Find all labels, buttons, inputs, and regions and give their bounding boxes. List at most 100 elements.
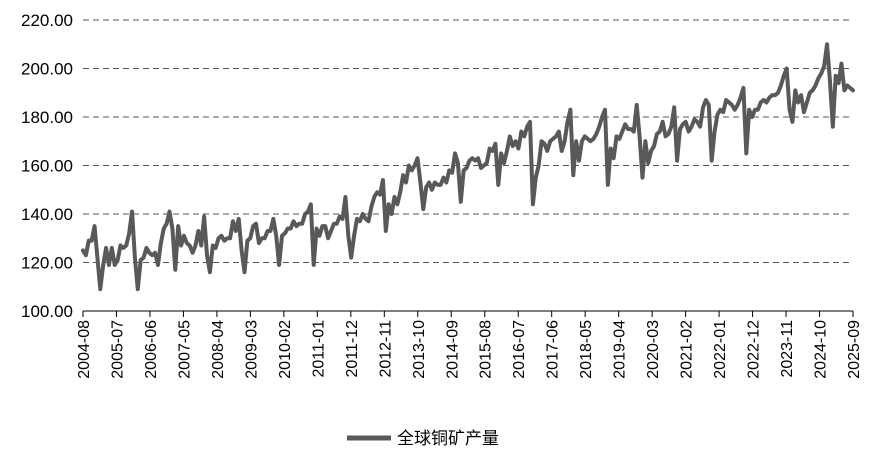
data-point — [797, 101, 800, 104]
data-point — [266, 229, 269, 232]
data-point — [748, 108, 751, 111]
data-point — [174, 268, 177, 271]
data-point — [145, 246, 148, 249]
data-point — [275, 234, 278, 237]
x-tick-label: 2018-05 — [578, 320, 595, 379]
data-point — [702, 106, 705, 109]
data-point — [687, 130, 690, 133]
data-point — [589, 140, 592, 143]
series-layer — [81, 42, 855, 292]
y-tick-label: 160.00 — [21, 157, 73, 176]
data-point — [194, 244, 197, 247]
data-point — [188, 244, 191, 247]
data-point — [119, 244, 122, 247]
data-point — [716, 113, 719, 116]
data-point — [546, 149, 549, 152]
x-tick-label: 2021-02 — [679, 320, 696, 379]
data-point — [606, 183, 609, 186]
data-point — [485, 162, 488, 165]
data-point — [800, 94, 803, 97]
y-tick-label: 140.00 — [21, 205, 73, 224]
data-point — [257, 242, 260, 245]
data-point — [667, 132, 670, 135]
data-point — [753, 108, 756, 111]
data-point — [283, 232, 286, 235]
data-point — [569, 108, 572, 111]
data-point — [655, 132, 658, 135]
data-point — [794, 89, 797, 92]
legend-label: 全球铜矿产量 — [397, 429, 499, 449]
data-point — [595, 132, 598, 135]
data-point — [373, 196, 376, 199]
data-point — [742, 86, 745, 89]
data-point — [725, 99, 728, 102]
data-point — [321, 225, 324, 228]
data-point — [531, 203, 534, 206]
data-point — [249, 237, 252, 240]
data-point — [131, 210, 134, 213]
data-point — [203, 215, 206, 218]
data-point — [785, 67, 788, 70]
data-point — [745, 152, 748, 155]
data-point — [332, 222, 335, 225]
data-point — [765, 101, 768, 104]
data-point — [286, 227, 289, 230]
data-point — [136, 288, 139, 291]
data-point — [534, 176, 537, 179]
data-point — [676, 159, 679, 162]
data-point — [788, 108, 791, 111]
data-point — [220, 234, 223, 237]
data-point — [826, 43, 829, 46]
data-point — [306, 210, 309, 213]
data-point — [156, 263, 159, 266]
data-point — [684, 120, 687, 123]
y-tick-label: 120.00 — [21, 254, 73, 273]
x-tick-label: 2012-11 — [377, 320, 394, 378]
data-point — [234, 229, 237, 232]
y-axis-ticks: 100.00 120.00 140.00 160.00 180.00 200.00 220.… — [21, 11, 73, 321]
data-point — [592, 137, 595, 140]
data-point — [710, 159, 713, 162]
data-point — [309, 203, 312, 206]
data-point — [736, 103, 739, 106]
data-point — [805, 101, 808, 104]
data-point — [459, 200, 462, 203]
data-point — [182, 234, 185, 237]
data-point — [618, 137, 621, 140]
data-point — [113, 263, 116, 266]
data-point — [425, 186, 428, 189]
data-point — [771, 94, 774, 97]
data-point — [837, 82, 840, 85]
data-point — [673, 106, 676, 109]
data-point — [575, 140, 578, 143]
data-point — [846, 84, 849, 87]
data-point — [445, 181, 448, 184]
data-point — [355, 217, 358, 220]
x-tick-label: 2023-11 — [779, 320, 796, 378]
data-point — [226, 237, 229, 240]
data-point — [759, 101, 762, 104]
data-point — [664, 135, 667, 138]
data-point — [505, 149, 508, 152]
series-line — [81, 42, 855, 292]
data-point — [696, 120, 699, 123]
gridlines — [83, 19, 853, 263]
data-point — [840, 62, 843, 65]
data-point — [125, 244, 128, 247]
data-point — [782, 74, 785, 77]
data-point — [151, 254, 154, 257]
data-point — [298, 222, 301, 225]
data-point — [263, 237, 266, 240]
data-point — [280, 234, 283, 237]
data-point — [494, 142, 497, 145]
data-point — [367, 220, 370, 223]
x-tick-label: 2020-03 — [645, 320, 662, 379]
data-point — [644, 140, 647, 143]
data-point — [791, 120, 794, 123]
x-tick-label: 2010-02 — [277, 320, 294, 379]
x-tick-label: 2017-06 — [545, 320, 562, 379]
y-tick-label: 200.00 — [21, 60, 73, 79]
data-point — [650, 149, 653, 152]
data-point — [566, 120, 569, 123]
